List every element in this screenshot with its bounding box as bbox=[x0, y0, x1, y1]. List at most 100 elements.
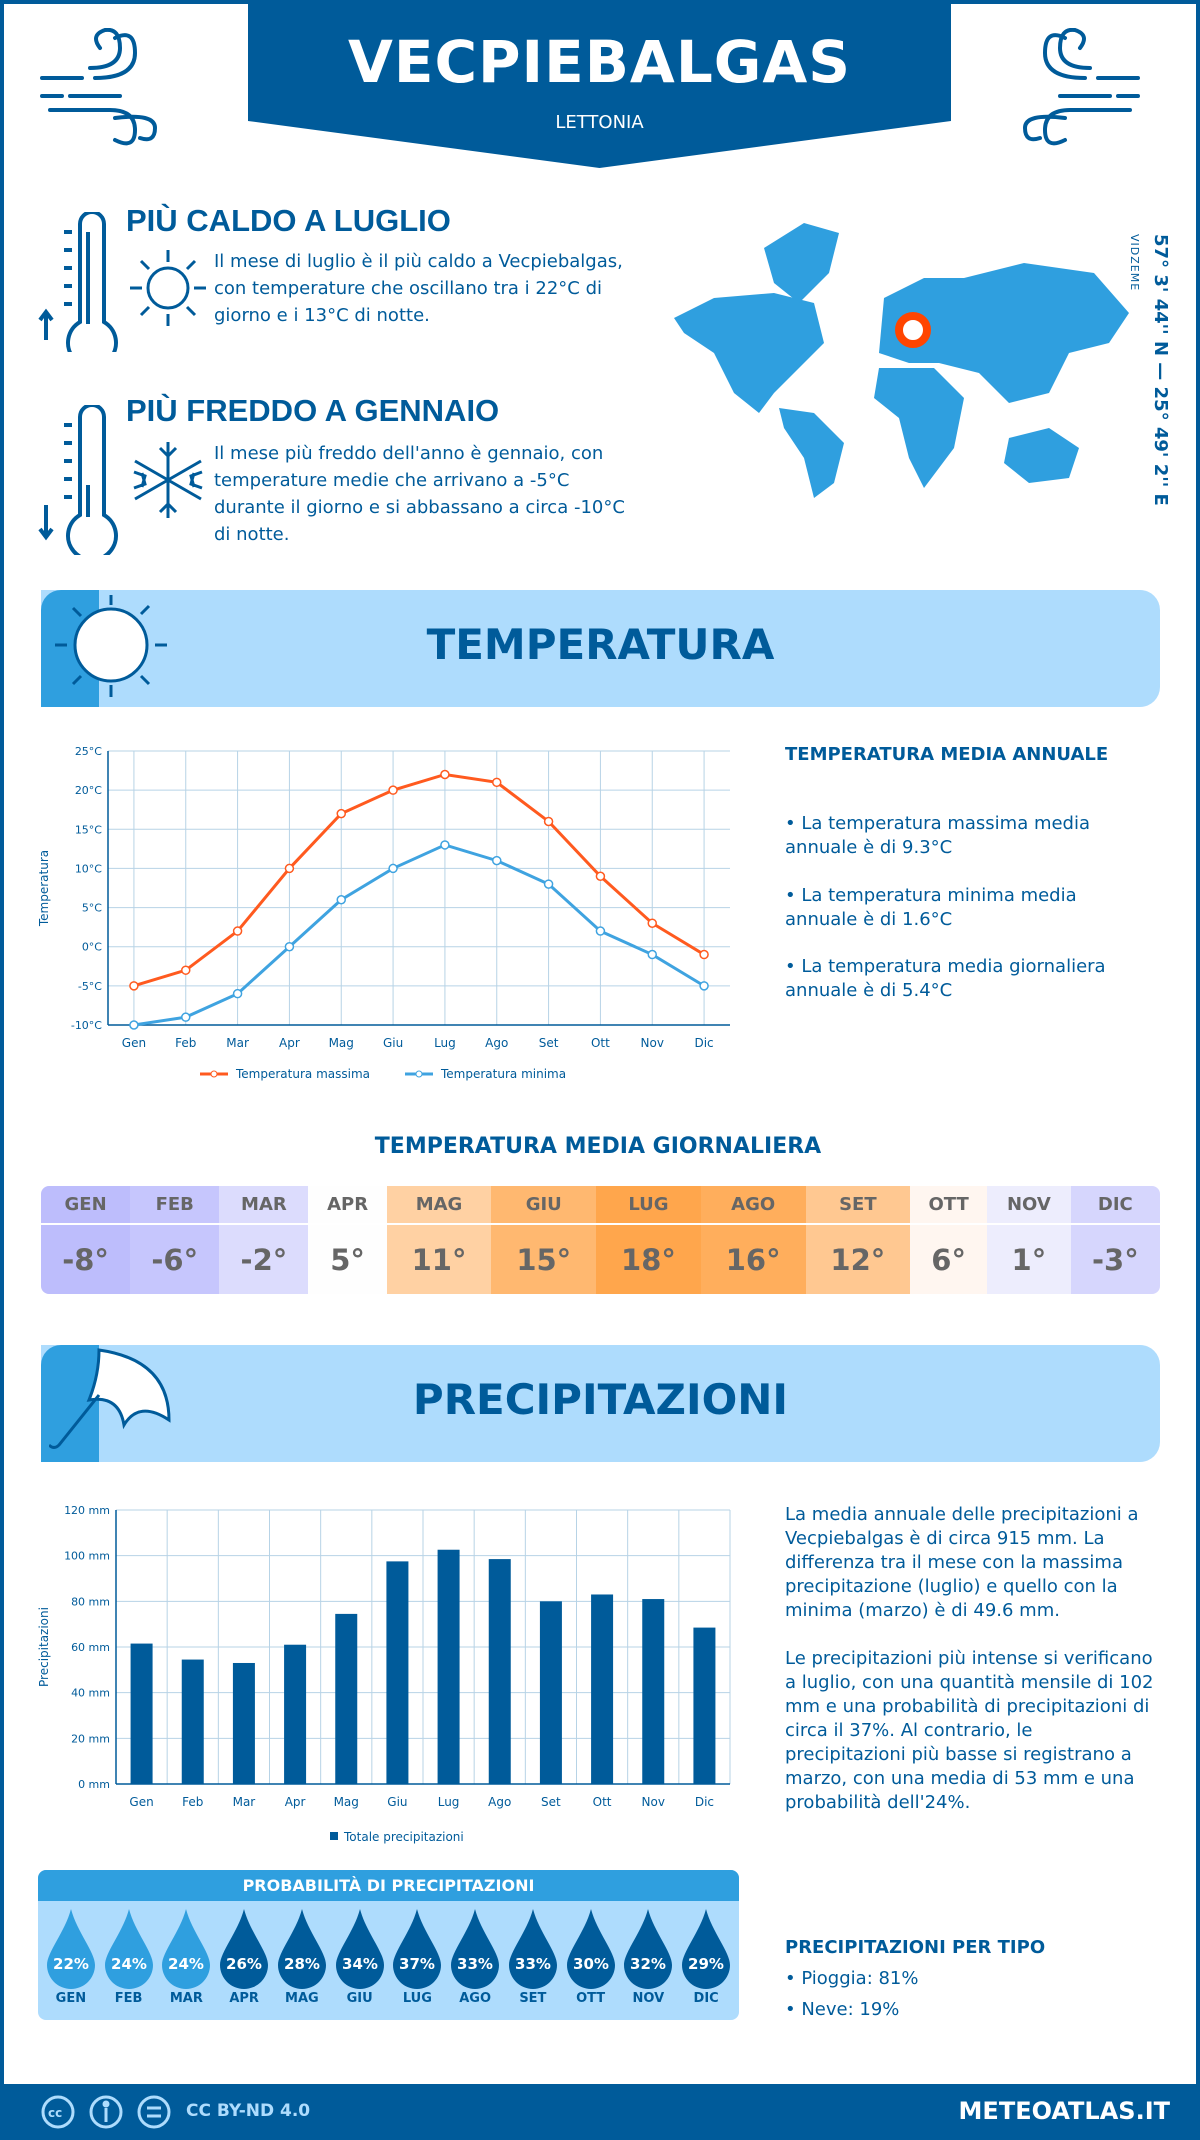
probability-value: 33% bbox=[457, 1955, 493, 1973]
bar bbox=[335, 1613, 358, 1784]
annual-temp-min: • La temperatura minima media annuale è … bbox=[785, 885, 1077, 930]
data-point bbox=[181, 1012, 191, 1022]
legend-label: Totale precipitazioni bbox=[343, 1830, 464, 1844]
data-point bbox=[699, 949, 709, 960]
y-tick-label: 15°C bbox=[75, 823, 102, 836]
month-temp-value: -3° bbox=[1070, 1224, 1160, 1294]
month-temp-value: -8° bbox=[41, 1224, 131, 1294]
y-tick-label: 80 mm bbox=[71, 1595, 110, 1608]
data-point bbox=[388, 863, 398, 874]
x-tick-label: Lug bbox=[434, 1036, 456, 1050]
probability-drop: 26% APR bbox=[217, 1901, 271, 2006]
y-tick-label: 25°C bbox=[75, 745, 102, 758]
thermometer-down-icon bbox=[38, 405, 118, 555]
brand-link[interactable]: METEOATLAS.IT bbox=[958, 2097, 1170, 2125]
raindrop-icon: 33% bbox=[451, 1909, 500, 1989]
probability-drop: 24% MAR bbox=[159, 1901, 213, 2006]
y-axis-label: Temperatura bbox=[37, 850, 51, 927]
probability-drop: 28% MAG bbox=[275, 1901, 329, 2006]
data-point bbox=[543, 879, 554, 889]
raindrop-icon: 26% bbox=[220, 1909, 269, 1989]
probability-value: 26% bbox=[226, 1955, 262, 1973]
month-header: DIC bbox=[1070, 1186, 1160, 1225]
raindrop-icon: 24% bbox=[162, 1909, 211, 1989]
raindrop-icon: 28% bbox=[277, 1909, 326, 1989]
month-header: NOV bbox=[987, 1186, 1071, 1225]
data-point bbox=[232, 926, 243, 936]
section-corner bbox=[41, 1345, 99, 1462]
month-label: AGO bbox=[459, 1991, 492, 2006]
probability-drop: 22% GEN bbox=[44, 1901, 98, 2006]
x-tick-label: Mag bbox=[334, 1795, 359, 1809]
precipitation-probability: PROBABILITÀ DI PRECIPITAZIONI 22% GEN 24% F… bbox=[38, 1870, 739, 2020]
x-tick-label: Nov bbox=[642, 1795, 665, 1809]
x-tick-label: Set bbox=[539, 1036, 559, 1050]
month-header: GIU bbox=[491, 1186, 597, 1225]
x-tick-label: Feb bbox=[182, 1795, 203, 1809]
bar bbox=[642, 1599, 665, 1784]
data-point bbox=[232, 988, 243, 999]
coordinates-label: 57° 3' 44'' N — 25° 49' 2'' E bbox=[1150, 234, 1171, 506]
x-tick-label: Apr bbox=[279, 1036, 300, 1050]
series-line bbox=[133, 772, 705, 988]
precipitation-chart: 0 mm 20 mm 40 mm 60 mm 80 mm 100 mm 120 mm Gen F… bbox=[37, 1504, 731, 1844]
bar bbox=[488, 1559, 511, 1784]
month-label: APR bbox=[229, 1991, 259, 2006]
probability-value: 37% bbox=[399, 1955, 435, 1973]
bar bbox=[693, 1627, 716, 1784]
y-tick-label: 40 mm bbox=[71, 1687, 110, 1700]
warmest-text: Il mese di luglio è il più caldo a Vecpi… bbox=[214, 251, 623, 326]
y-tick-label: 0°C bbox=[82, 941, 102, 954]
x-tick-label: Apr bbox=[285, 1795, 306, 1809]
month-label: DIC bbox=[693, 1991, 719, 2006]
legend-marker bbox=[210, 1070, 218, 1078]
x-tick-label: Ago bbox=[488, 1795, 511, 1809]
month-header: OTT bbox=[910, 1186, 988, 1225]
probability-value: 24% bbox=[168, 1955, 204, 1973]
rain-share: • Pioggia: 81% bbox=[785, 1968, 919, 1989]
legend-label: Temperatura massima bbox=[235, 1067, 370, 1081]
probability-title: PROBABILITÀ DI PRECIPITAZIONI bbox=[38, 1870, 739, 1901]
probability-value: 33% bbox=[515, 1955, 551, 1973]
coldest-title: PIÙ FREDDO A GENNAIO bbox=[126, 393, 500, 428]
x-tick-label: Gen bbox=[129, 1795, 153, 1809]
data-point bbox=[492, 855, 502, 866]
raindrop-icon: 32% bbox=[624, 1909, 673, 1989]
month-temp-value: 11° bbox=[386, 1224, 492, 1294]
raindrop-icon: 34% bbox=[335, 1909, 384, 1989]
x-tick-label: Dic bbox=[694, 1036, 713, 1050]
coldest-text: Il mese più freddo dell'anno è gennaio, … bbox=[214, 443, 625, 545]
x-tick-label: Mag bbox=[329, 1036, 354, 1050]
data-point bbox=[543, 816, 554, 827]
country-label: LETTONIA bbox=[555, 112, 644, 133]
precipitation-title: PRECIPITAZIONI bbox=[412, 1375, 789, 1424]
month-temp-value: -2° bbox=[219, 1224, 309, 1294]
legend-marker bbox=[415, 1070, 423, 1078]
probability-drop: 37% LUG bbox=[390, 1901, 444, 2006]
month-header: FEB bbox=[130, 1186, 220, 1225]
y-tick-label: 100 mm bbox=[64, 1550, 110, 1563]
probability-drop: 30% OTT bbox=[564, 1901, 618, 2006]
x-tick-label: Ott bbox=[591, 1036, 610, 1050]
y-tick-label: 120 mm bbox=[64, 1504, 110, 1517]
month-header: GEN bbox=[41, 1186, 131, 1225]
month-temp-value: 15° bbox=[491, 1224, 597, 1294]
month-label: NOV bbox=[632, 1991, 665, 2006]
probability-value: 29% bbox=[688, 1955, 724, 1973]
x-tick-label: Giu bbox=[387, 1795, 407, 1809]
precipitation-detail: Le precipitazioni più intense si verific… bbox=[785, 1648, 1154, 1813]
annual-temp-max: • La temperatura massima media annuale è… bbox=[785, 813, 1091, 858]
month-temp-value: 18° bbox=[596, 1224, 701, 1294]
y-tick-label: 0 mm bbox=[78, 1778, 110, 1791]
y-axis-label: Precipitazioni bbox=[37, 1607, 51, 1687]
data-point bbox=[129, 981, 139, 991]
y-tick-label: 5°C bbox=[82, 902, 102, 915]
y-tick-label: -5°C bbox=[78, 980, 102, 993]
x-tick-label: Ago bbox=[485, 1036, 508, 1050]
legend-label: Temperatura minima bbox=[440, 1067, 566, 1081]
month-header: MAR bbox=[219, 1186, 309, 1225]
sun-icon bbox=[130, 250, 206, 326]
bar bbox=[181, 1659, 204, 1784]
temperature-title: TEMPERATURA bbox=[426, 620, 775, 669]
temperature-chart: -10°C -5°C 0°C 5°C 10°C 15°C 20°C 25°C Gen Feb Mar… bbox=[37, 745, 730, 1081]
